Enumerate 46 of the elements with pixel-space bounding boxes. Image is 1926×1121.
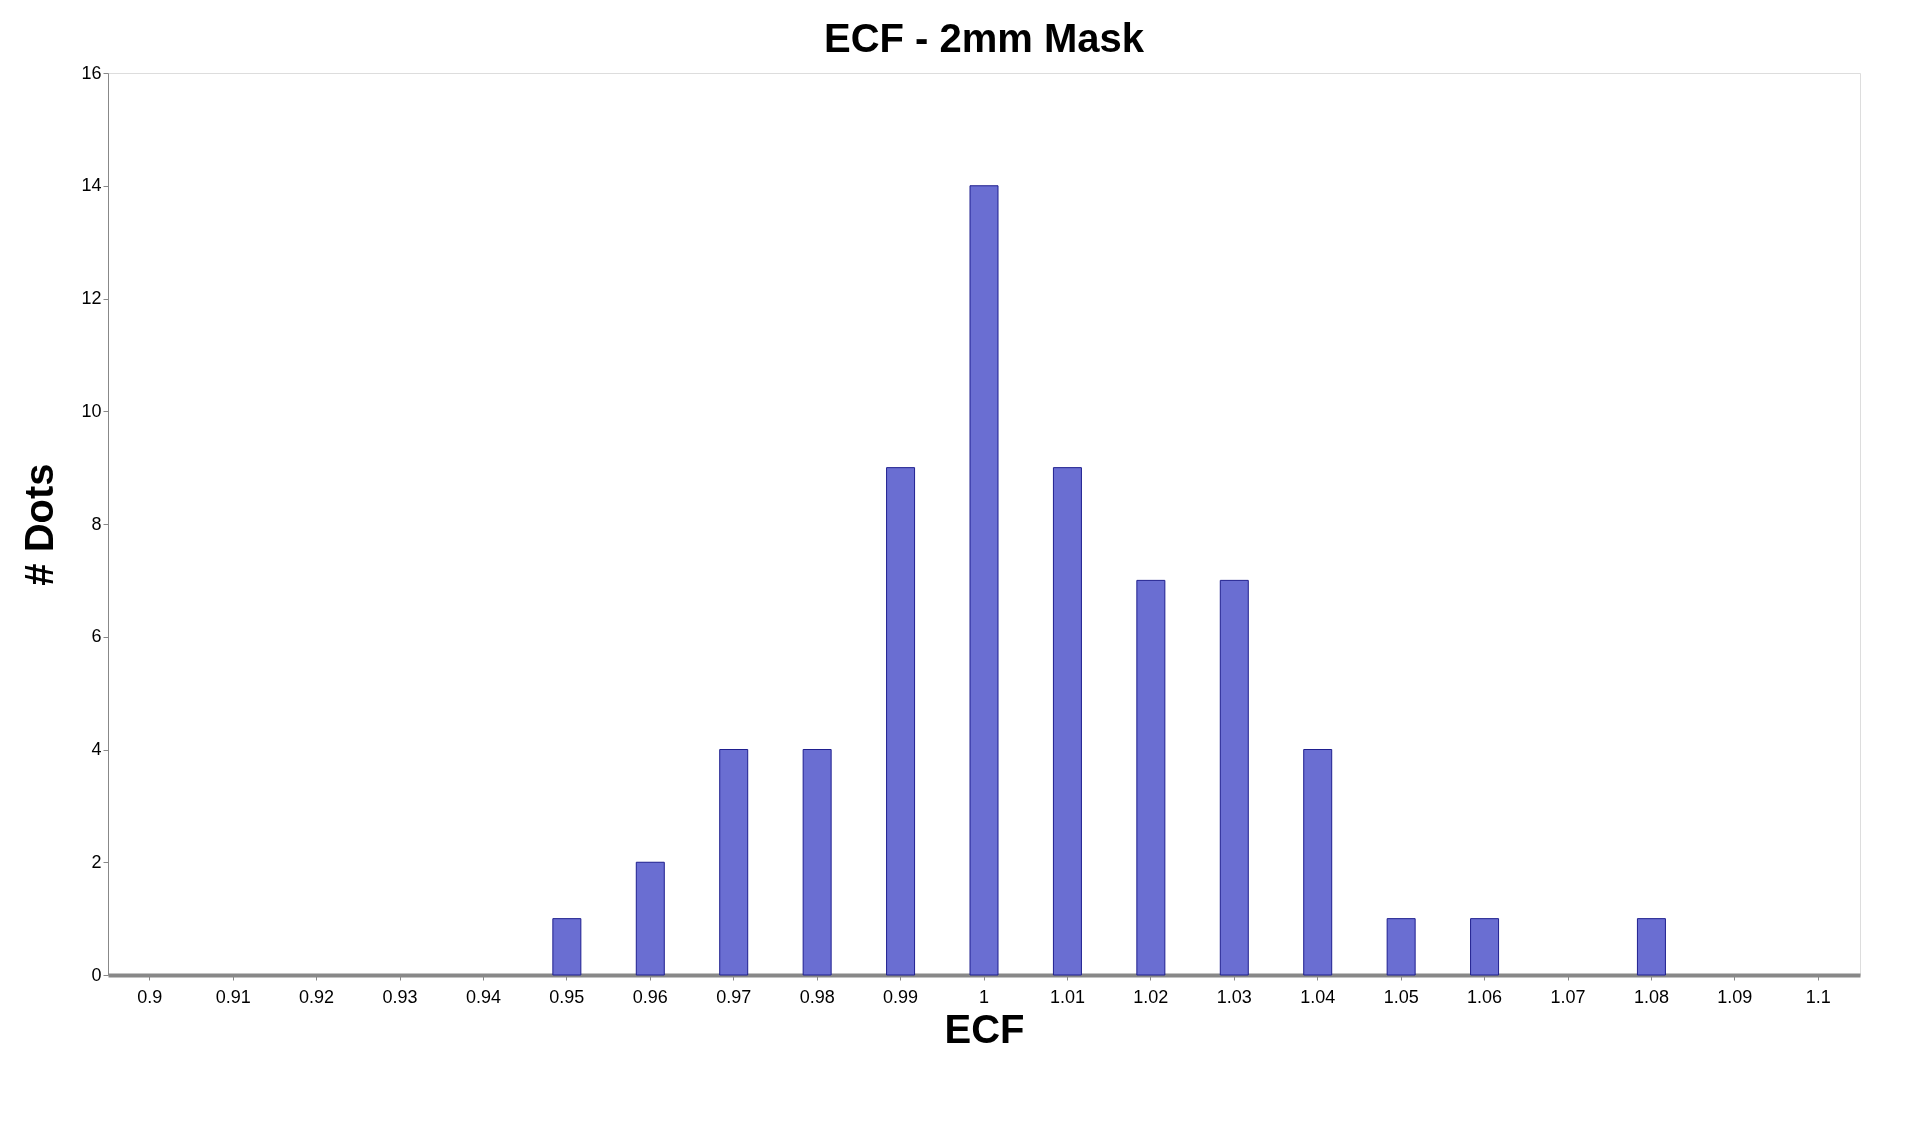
- bar: [969, 185, 999, 976]
- y-tick-label: 4: [91, 739, 102, 759]
- x-tick-label: 1.03: [1216, 986, 1252, 1007]
- x-tick-label: 0.97: [716, 986, 752, 1007]
- y-tick-label: 0: [91, 964, 102, 985]
- bar: [1636, 918, 1666, 976]
- x-tick-label: 1.1: [1805, 986, 1831, 1007]
- bar: [719, 749, 749, 976]
- bar: [802, 749, 832, 976]
- x-tick-label: 1.06: [1467, 986, 1503, 1007]
- x-tick-label: 0.94: [465, 986, 501, 1007]
- bar: [1052, 467, 1082, 976]
- bar: [1386, 918, 1416, 976]
- bar: [552, 918, 582, 976]
- bar: [635, 861, 665, 976]
- chart-title: ECF - 2mm Mask: [823, 16, 1145, 60]
- bar: [1136, 579, 1166, 976]
- x-tick-label: 1: [978, 986, 990, 1007]
- y-axis-title: # Dots: [17, 463, 62, 586]
- y-tick-label: 8: [91, 513, 102, 534]
- x-tick-label: 1.01: [1049, 986, 1085, 1007]
- x-tick-label: 1.04: [1300, 986, 1336, 1007]
- bar: [1470, 918, 1500, 976]
- y-tick-label: 2: [91, 851, 102, 872]
- x-tick-label: 1.09: [1717, 986, 1753, 1007]
- y-tick-label: 16: [81, 62, 102, 83]
- x-tick-label: 1.05: [1383, 986, 1419, 1007]
- bar: [1219, 579, 1249, 976]
- x-tick-label: 1.08: [1633, 986, 1669, 1007]
- x-tick-label: 0.91: [215, 986, 251, 1007]
- x-tick-label: 0.96: [632, 986, 668, 1007]
- x-tick-label: 0.9: [137, 986, 163, 1007]
- y-tick-label: 6: [91, 626, 102, 647]
- x-tick-label: 0.93: [382, 986, 418, 1007]
- y-tick-label: 12: [81, 288, 102, 308]
- x-tick-label: 0.98: [799, 986, 835, 1007]
- x-tick-label: 1.02: [1133, 986, 1169, 1007]
- y-tick-label: 10: [81, 400, 102, 421]
- x-axis-title: ECF: [944, 1006, 1025, 1051]
- bar: [886, 467, 916, 976]
- x-tick-label: 0.92: [299, 986, 335, 1007]
- x-tick-label: 1.07: [1550, 986, 1586, 1007]
- y-tick-label: 14: [81, 175, 102, 196]
- bar: [1303, 749, 1333, 976]
- x-tick-label: 0.95: [549, 986, 585, 1007]
- x-tick-label: 0.99: [883, 986, 919, 1007]
